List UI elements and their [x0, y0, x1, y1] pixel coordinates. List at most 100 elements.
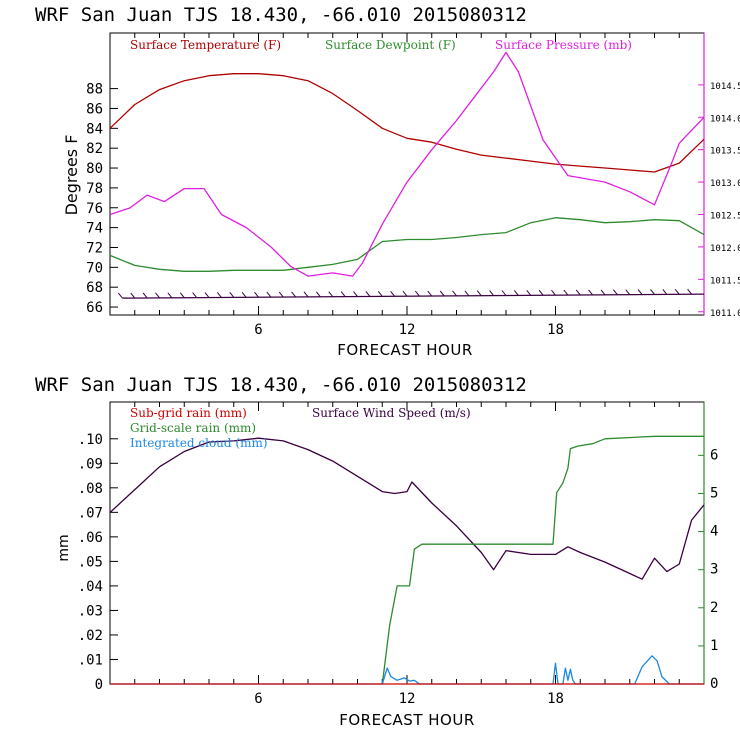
y-tick-label: 66 — [86, 300, 103, 316]
y2-tick-label: 1013.5 — [710, 147, 740, 157]
wind-barb — [390, 290, 396, 297]
wind-barb — [377, 291, 383, 297]
y-tick-label: 68 — [86, 280, 103, 296]
series-line-1 — [109, 217, 705, 272]
bottom-series — [109, 435, 705, 685]
wind-barbs — [117, 288, 705, 299]
wind-barb — [526, 290, 532, 296]
y-tick-label: .03 — [78, 603, 103, 619]
y2-tick-label: 1011.5 — [710, 276, 740, 286]
series-line-2 — [110, 655, 704, 685]
wind-barb — [476, 290, 482, 296]
y-tick-label: .09 — [78, 456, 103, 472]
y-tick-label: 80 — [86, 161, 103, 177]
top-series — [109, 51, 705, 277]
y-tick-label: 86 — [86, 101, 103, 117]
y-tick-label: .01 — [78, 652, 103, 668]
wind-barb — [402, 290, 408, 297]
x-tick-label: 18 — [547, 691, 564, 707]
wind-barb — [674, 289, 680, 295]
y-tick-label: 76 — [86, 201, 103, 217]
y2-tick-label: 4 — [710, 524, 718, 540]
x-tick-label: 12 — [399, 691, 416, 707]
y2-tick-label: 3 — [710, 562, 718, 578]
top-plot-frame — [109, 32, 705, 316]
wind-barb — [501, 290, 507, 296]
y-tick-label: 82 — [86, 141, 103, 157]
top-panel-title: WRF San Juan TJS 18.430, -66.010 2015080… — [35, 4, 527, 26]
y2-tick-label: 1014.0 — [710, 114, 740, 124]
y-tick-label: 78 — [86, 181, 103, 197]
legend-pressure: Surface Pressure (mb) — [495, 38, 632, 52]
wind-barb — [291, 291, 297, 298]
y-tick-label: .02 — [78, 628, 103, 644]
y-tick-label: 88 — [86, 82, 103, 98]
wind-barb-baseline — [122, 293, 705, 299]
wind-barb — [650, 289, 655, 295]
wind-barb — [204, 292, 210, 298]
y2-tick-label: 6 — [710, 447, 718, 463]
wind-barb — [216, 292, 222, 298]
wind-barb — [266, 291, 272, 298]
wind-barb — [439, 290, 445, 297]
y-tick-label: 84 — [86, 121, 103, 137]
wind-barb — [117, 292, 123, 299]
wind-barb — [155, 292, 160, 299]
wind-barb — [142, 292, 148, 299]
wind-barb — [427, 290, 433, 297]
wind-barb — [130, 292, 136, 299]
wind-barb — [464, 290, 470, 297]
wind-barb — [625, 289, 631, 295]
wind-barb — [353, 291, 358, 297]
legend-integrated-cloud: Integrated cloud (mm) — [130, 436, 268, 450]
y2-tick-label: 1014.5 — [710, 82, 740, 92]
y-tick-label: 74 — [86, 221, 103, 237]
series-line-1 — [381, 435, 704, 685]
y2-tick-label: 1011.0 — [710, 309, 740, 319]
x-tick-label: 6 — [254, 322, 262, 338]
wind-barb — [513, 290, 519, 296]
wind-barb — [278, 291, 284, 298]
top-legend: Surface Temperature (F) Surface Dewpoint… — [130, 38, 632, 52]
bottom-x-axis-label: FORECAST HOUR — [339, 711, 475, 729]
y2-tick-label: 1012.5 — [710, 212, 740, 222]
y-tick-label: 0 — [95, 677, 103, 693]
y2-tick-label: 1013.0 — [710, 179, 740, 189]
wind-barb — [229, 292, 235, 298]
y-tick-label: .05 — [78, 554, 103, 570]
legend-dewpoint: Surface Dewpoint (F) — [325, 38, 456, 52]
y2-tick-label: 1012.0 — [710, 244, 740, 254]
wind-barb — [452, 290, 457, 297]
y-tick-label: .06 — [78, 530, 103, 546]
top-x-axis-label: FORECAST HOUR — [337, 341, 473, 359]
wind-barb — [575, 289, 581, 296]
legend-subgrid-rain: Sub-grid rain (mm) — [130, 406, 247, 420]
y-tick-label: .04 — [78, 579, 103, 595]
top-y-axis-label: Degrees F — [62, 135, 81, 216]
y2-tick-label: 0 — [710, 676, 718, 692]
wind-barb — [340, 291, 346, 297]
wind-barb — [637, 289, 643, 295]
legend-temperature: Surface Temperature (F) — [130, 38, 281, 52]
wind-barb — [687, 288, 693, 295]
wind-barb — [179, 292, 185, 299]
wind-barb — [192, 292, 198, 298]
wind-barb — [315, 291, 321, 298]
wind-barb — [303, 291, 309, 298]
top-tick-marks: 6 12 18 66 68 70 72 74 76 78 80 82 84 86 88 1011.0 1011.… — [86, 33, 740, 338]
wind-barb — [551, 289, 556, 296]
wind-barb — [365, 291, 371, 297]
wind-barb — [588, 289, 594, 296]
wind-barb — [563, 289, 569, 296]
bottom-panel-title: WRF San Juan TJS 18.430, -66.010 2015080… — [35, 374, 527, 396]
series-line-2 — [109, 51, 705, 277]
wind-barb — [414, 290, 420, 297]
y-tick-label: .10 — [78, 432, 103, 448]
y-tick-label: .08 — [78, 481, 103, 497]
wind-barb — [538, 289, 544, 296]
y2-tick-label: 5 — [710, 485, 718, 501]
wind-barb — [600, 289, 606, 296]
wind-barb — [328, 291, 334, 297]
series-line-0 — [109, 437, 705, 580]
